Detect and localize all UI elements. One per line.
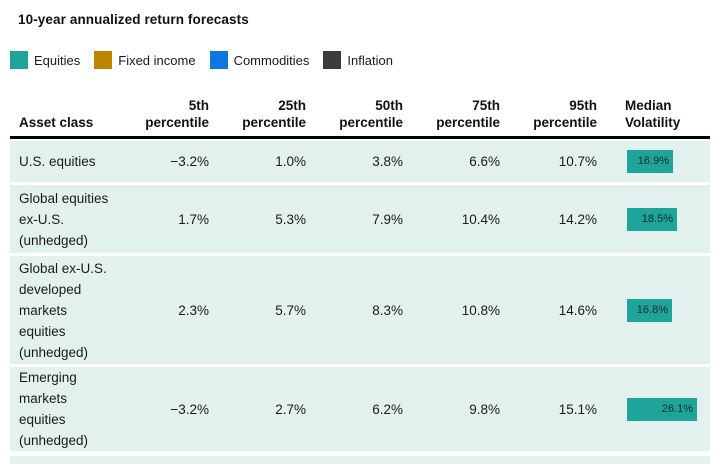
percentile-value: 7.9% — [372, 211, 403, 227]
asset-class-label: Global equities ex-U.S. (unhedged) — [19, 190, 109, 248]
table-row: U.S. equities −3.2% 1.0% 3.8% 6.6% 10.7% 16.9% — [10, 141, 710, 182]
percentile-value: 1.7% — [178, 211, 209, 227]
column-header-median-volatility: Median Volatility — [625, 98, 681, 130]
percentile-value: 5.7% — [275, 302, 306, 318]
legend-item: Inflation — [323, 51, 393, 69]
percentile-value: 5.3% — [275, 211, 306, 227]
column-header-percentile: 50th percentile — [339, 98, 403, 130]
median-volatility-cell: 16.9% — [597, 150, 710, 173]
inflation-swatch — [323, 51, 342, 69]
fixed-income-swatch — [94, 51, 113, 69]
volatility-bar: 16.8% — [627, 298, 672, 322]
percentile-value: 2.7% — [275, 401, 306, 417]
column-header-percentile: 5th percentile — [145, 98, 209, 130]
legend-label: Equities — [34, 52, 81, 68]
column-header-asset-class: Asset class — [19, 115, 94, 130]
column-header-percentile: 25th percentile — [242, 98, 306, 130]
percentile-value: 9.8% — [469, 401, 500, 417]
median-volatility-cell: 26.1% — [597, 397, 710, 421]
asset-class-label: Global ex-U.S. developed markets equitie… — [19, 260, 107, 360]
column-header-percentile: 95th percentile — [533, 98, 597, 130]
table-row: Global ex-U.S. developed markets equitie… — [10, 256, 710, 364]
median-volatility-cell: 18.5% — [597, 207, 710, 231]
legend-item: Fixed income — [94, 51, 196, 69]
percentile-value: 6.2% — [372, 401, 403, 417]
page-title: 10-year annualized return forecasts — [18, 12, 249, 27]
percentile-value: 10.4% — [461, 211, 500, 227]
percentile-value: 2.3% — [178, 302, 209, 318]
percentile-value: 15.1% — [558, 401, 597, 417]
legend-label: Inflation — [347, 52, 393, 68]
percentile-value: 6.6% — [469, 154, 500, 169]
volatility-bar: 18.5% — [627, 207, 677, 231]
percentile-value: −3.2% — [170, 401, 209, 417]
legend-label: Commodities — [233, 52, 310, 68]
legend-item: Equities — [10, 51, 80, 69]
legend-label: Fixed income — [118, 52, 196, 68]
percentile-value: 10.8% — [461, 302, 500, 318]
table-row: Global equities ex-U.S. (unhedged) 1.7% 5.… — [10, 185, 710, 253]
equities-swatch — [10, 51, 28, 69]
asset-class-label: Emerging markets equities (unhedged) — [19, 370, 89, 448]
forecast-table: Asset class 5th percentile 25th percentile… — [10, 97, 710, 451]
legend: Equities Fixed income Commodities Inflation — [10, 51, 720, 69]
percentile-value: 14.2% — [558, 211, 597, 227]
asset-class-label: U.S. equities — [19, 154, 96, 169]
percentile-value: 1.0% — [275, 154, 306, 169]
table-row: Emerging markets equities (unhedged) −3.2… — [10, 367, 710, 451]
volatility-bar: 26.1% — [627, 397, 697, 421]
median-volatility-cell: 16.8% — [597, 298, 710, 322]
column-header-percentile: 75th percentile — [436, 98, 500, 130]
percentile-value: 14.6% — [558, 302, 597, 318]
percentile-value: 10.7% — [558, 154, 597, 169]
volatility-bar: 16.9% — [627, 150, 673, 173]
percentile-value: 8.3% — [372, 302, 403, 318]
percentile-value: 3.8% — [372, 154, 403, 169]
next-row-partial — [10, 456, 710, 464]
percentile-value: −3.2% — [170, 154, 209, 169]
commodities-swatch — [209, 51, 228, 69]
legend-item: Commodities — [209, 51, 310, 69]
table-body: U.S. equities −3.2% 1.0% 3.8% 6.6% 10.7% 16.9%… — [10, 141, 710, 451]
table-header: Asset class 5th percentile 25th percentile… — [10, 97, 710, 139]
